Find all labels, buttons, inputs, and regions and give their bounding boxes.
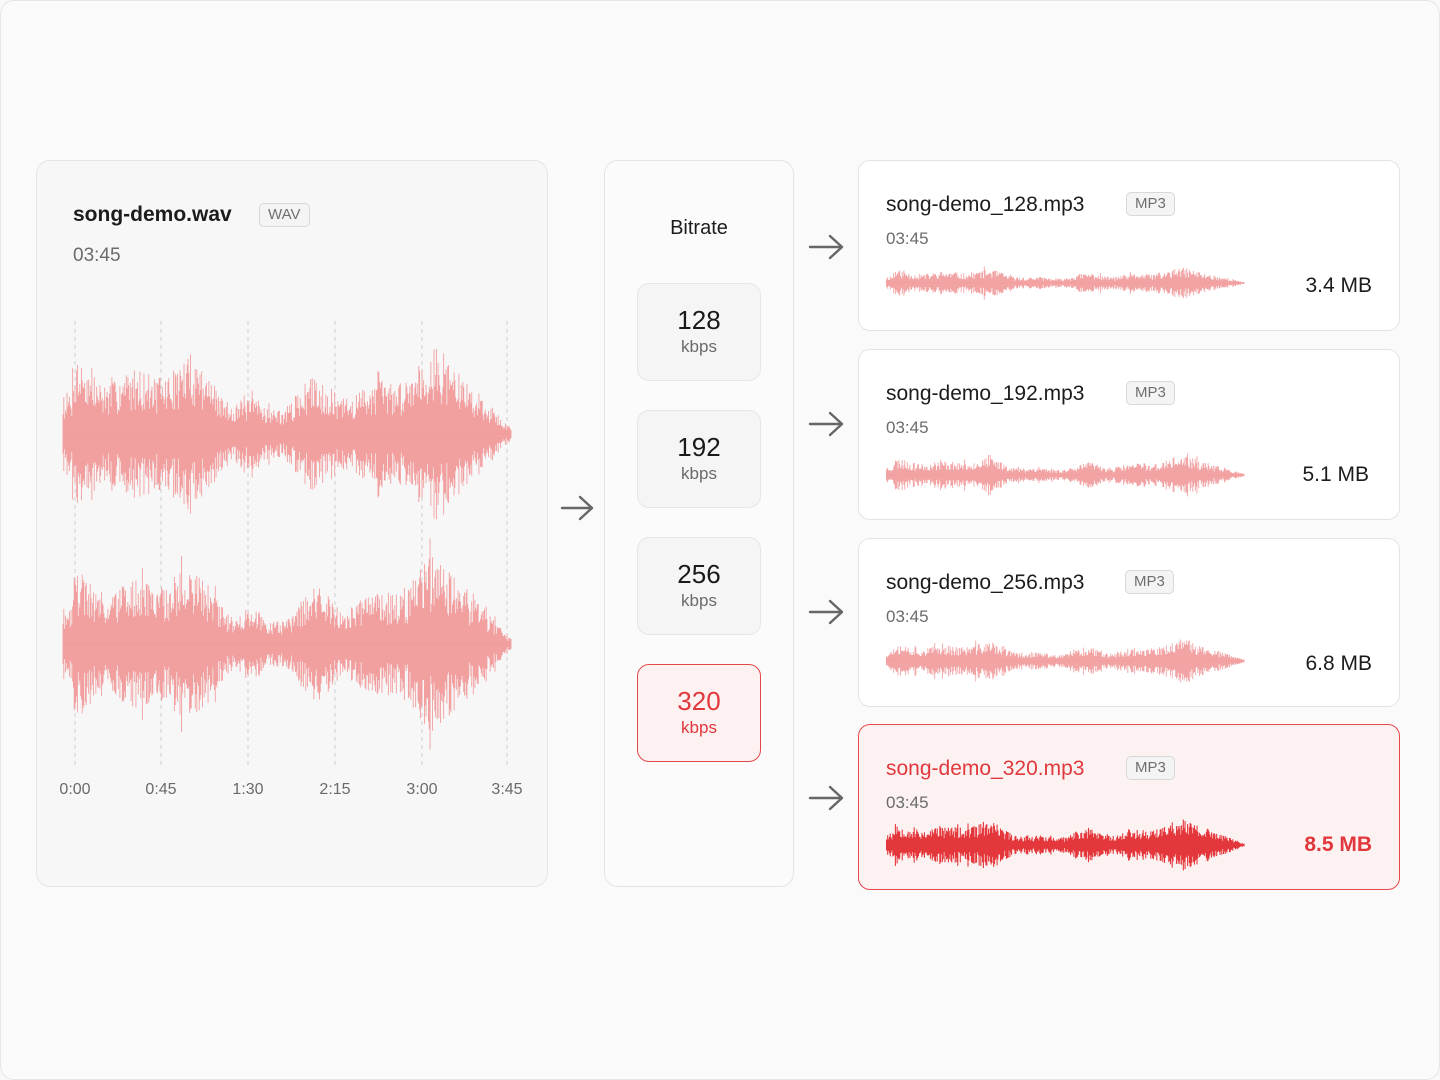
source-format-badge: WAV — [259, 203, 310, 227]
source-filename: song-demo.wav — [73, 203, 232, 226]
output-duration: 03:45 — [886, 229, 929, 248]
bitrate-option-192[interactable]: 192 kbps — [637, 410, 761, 508]
output-file-card-128[interactable]: song-demo_128.mp3 MP3 03:45 3.4 MB — [858, 160, 1400, 331]
output-duration: 03:45 — [886, 418, 929, 437]
output-file-size: 6.8 MB — [1305, 652, 1372, 675]
output-format-badge: MP3 — [1126, 381, 1175, 405]
output-file-card-320[interactable]: song-demo_320.mp3 MP3 03:45 8.5 MB — [858, 724, 1400, 890]
arrow-right-icon — [808, 234, 844, 260]
output-file-card-256[interactable]: song-demo_256.mp3 MP3 03:45 6.8 MB — [858, 538, 1400, 707]
timeline-tick-label: 0:45 — [145, 781, 177, 798]
bitrate-value: 320 — [677, 686, 721, 716]
output-filename: song-demo_320.mp3 — [886, 757, 1085, 780]
waveform-bars — [886, 639, 1245, 683]
output-file-size: 8.5 MB — [1304, 833, 1372, 856]
bitrate-option-256[interactable]: 256 kbps — [637, 537, 761, 635]
timeline-tick-label: 3:00 — [406, 781, 438, 798]
bitrate-unit: kbps — [681, 337, 717, 356]
arrow-right-icon — [808, 785, 844, 811]
bitrate-option-320[interactable]: 320 kbps — [637, 664, 761, 762]
timeline-tick-label: 1:30 — [232, 781, 264, 798]
stereo-waveform — [62, 321, 512, 765]
bitrate-value: 256 — [677, 559, 721, 589]
output-waveform — [886, 266, 1245, 300]
source-file-card[interactable]: song-demo.wav WAV 03:45 0:00 0:45 1:30 2… — [36, 160, 548, 887]
output-file-card-192[interactable]: song-demo_192.mp3 MP3 03:45 5.1 MB — [858, 349, 1400, 520]
output-duration: 03:45 — [886, 793, 929, 812]
timeline-tick-label: 3:45 — [491, 781, 523, 798]
bitrate-option-128[interactable]: 128 kbps — [637, 283, 761, 381]
waveform-bars — [886, 266, 1245, 300]
output-filename: song-demo_256.mp3 — [886, 571, 1085, 594]
output-waveform — [886, 639, 1245, 683]
waveform-bars — [886, 819, 1245, 871]
output-waveform — [886, 819, 1245, 871]
output-filename: song-demo_128.mp3 — [886, 193, 1085, 216]
timeline-tick-label: 0:00 — [59, 781, 91, 798]
output-duration: 03:45 — [886, 607, 929, 626]
waveform-bars — [62, 348, 512, 520]
arrow-right-icon — [560, 495, 594, 521]
output-format-badge: MP3 — [1126, 192, 1175, 216]
bitrate-panel: Bitrate 128 kbps 192 kbps 256 kbps 320 k… — [604, 160, 794, 887]
bitrate-unit: kbps — [681, 464, 717, 483]
timeline-tick-label: 2:15 — [319, 781, 351, 798]
bitrate-unit: kbps — [681, 718, 717, 737]
source-duration: 03:45 — [73, 245, 121, 266]
output-waveform — [886, 453, 1245, 497]
arrow-right-icon — [808, 411, 844, 437]
bitrate-value: 128 — [677, 305, 721, 335]
output-filename: song-demo_192.mp3 — [886, 382, 1085, 405]
bitrate-value: 192 — [677, 432, 721, 462]
bitrate-heading: Bitrate — [670, 217, 728, 239]
arrow-right-icon — [808, 599, 844, 625]
waveform-bars — [886, 453, 1245, 497]
output-file-size: 5.1 MB — [1302, 463, 1369, 486]
output-file-size: 3.4 MB — [1305, 274, 1372, 297]
output-format-badge: MP3 — [1125, 570, 1174, 594]
waveform-bars — [62, 538, 512, 750]
bitrate-unit: kbps — [681, 591, 717, 610]
output-format-badge: MP3 — [1126, 756, 1175, 780]
